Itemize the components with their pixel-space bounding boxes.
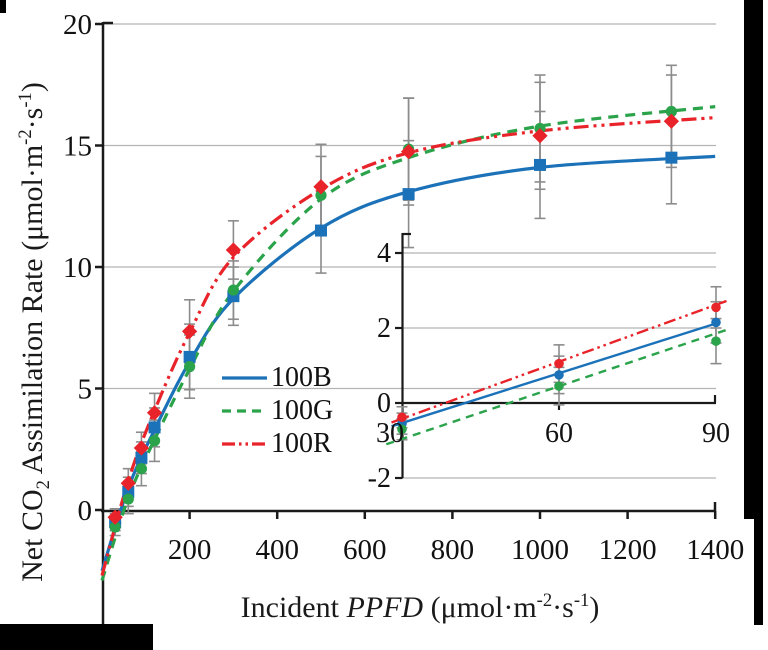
x-tick-label: 400 [255,534,299,566]
x-tick-label: 1200 [599,534,657,566]
series-curve-100G [100,105,716,581]
data-point-100B [402,188,415,201]
inset-markers-100G [397,336,721,435]
inset-point-100R [711,302,721,313]
data-point-100R [225,242,242,258]
inset-point-100G [554,381,564,391]
x-tick-label: 200 [168,534,212,566]
y-tick-label: 5 [78,374,93,406]
x-axis-title: Incident PPFD (μmol·m-2·s-1) [240,590,600,624]
x-tick-label: 800 [431,534,475,566]
inset-y-tick-label: 2 [377,313,391,344]
inset-point-100B [554,370,564,380]
x-tick-label: 1000 [511,534,569,566]
legend-line-sample-green [222,408,267,413]
y-tick-label: 20 [63,9,92,41]
legend-label: 100G [271,394,334,426]
legend-line-sample-red [222,441,267,446]
inset-point-100R [397,412,407,423]
legend-item-100B: 100B [221,361,333,394]
legend-label: 100B [271,361,332,393]
data-point-100B [665,151,678,164]
inset-chart [385,232,727,480]
data-point-100G [109,521,121,533]
inset-point-100G [711,336,721,346]
x-tick-label: 1400 [686,534,744,566]
data-point-100B [148,421,161,434]
data-point-100G [665,105,678,118]
error-bars [109,64,677,537]
data-point-100R [133,440,150,456]
inset-point-100G [397,424,407,435]
data-point-100G [135,463,148,475]
redaction-bar [754,519,763,625]
data-point-100B [135,451,148,464]
data-point-100R [663,113,680,129]
legend-label: 100R [271,427,332,459]
data-point-100R [313,179,329,195]
data-point-100R [181,323,198,340]
inset-y-tick-label: -2 [368,463,391,494]
x-tick-label: 600 [343,534,387,566]
inset-x-tick-label: 30 [376,418,404,449]
y-tick-label: 15 [63,131,92,163]
inset-line-100G [385,328,727,446]
legend-line-sample-blue [222,375,267,380]
inset-markers-100B [397,317,721,429]
legend-item-100G: 100G [221,394,333,427]
inset-point-100B [711,317,721,328]
legend-item-100R: 100R [221,427,333,460]
inset-x-tick-label: 60 [545,418,573,449]
redaction-bar [0,624,153,650]
redaction-bar [0,0,6,13]
redaction-bar [744,0,763,519]
data-point-100B [183,350,196,363]
data-point-100G [148,435,161,447]
axes [95,21,717,625]
series-markers-100B [109,151,678,529]
data-point-100B [315,224,327,237]
data-point-100G [315,189,327,201]
inset-y-tick-label: 4 [377,238,391,269]
inset-line-100B [391,322,717,428]
data-point-100G [122,493,134,505]
y-axis-title: Net CO2 Assimilation Rate (μmol·m-2·s-1) [15,82,54,582]
data-point-100G [227,284,239,296]
inset-x-tick-label: 90 [702,418,730,449]
inset-y-tick-label: 0 [377,388,391,419]
y-tick-label: 0 [78,495,93,527]
data-point-100G [184,361,196,373]
series-markers-100R [107,113,680,525]
data-point-100B [534,158,546,171]
y-tick-label: 10 [63,252,92,284]
legend: 100B 100G 100R [221,361,333,460]
inset-point-100R [554,358,564,369]
data-point-100R [146,405,163,421]
inset-markers-100R [397,302,721,423]
